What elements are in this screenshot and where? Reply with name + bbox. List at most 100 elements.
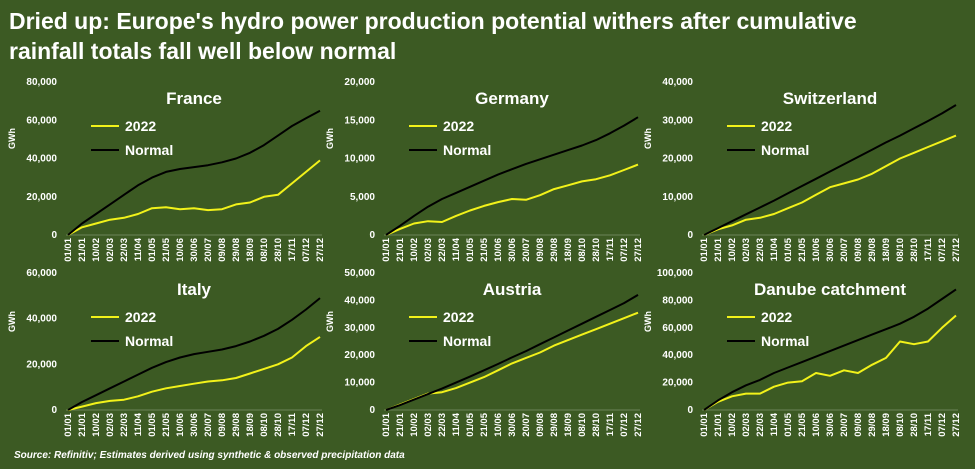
- danube-catchment-x-tick-label: 21/05: [797, 412, 808, 436]
- danube-catchment-x-tick-label: 09/08: [853, 413, 864, 437]
- switzerland-x-tick-label: 11/04: [769, 237, 780, 261]
- austria-x-tick-label: 21/05: [479, 412, 490, 436]
- danube-catchment-y-tick-label: 100,000: [657, 268, 694, 279]
- france-x-tick-label: 20/07: [203, 238, 214, 262]
- switzerland-y-axis-label: GWh: [643, 128, 653, 149]
- italy-x-tick-label: 21/01: [77, 412, 88, 436]
- germany-y-tick-label: 10,000: [344, 154, 375, 165]
- germany-chart-title: Germany: [475, 89, 549, 108]
- france-x-tick-label: 09/08: [217, 238, 228, 262]
- switzerland-x-tick-label: 21/01: [713, 237, 724, 261]
- danube-catchment-x-tick-label: 02/03: [741, 413, 752, 437]
- france-x-tick-label: 21/05: [161, 237, 172, 261]
- austria-x-tick-label: 18/09: [563, 413, 574, 437]
- italy-x-tick-label: 01/05: [147, 412, 158, 436]
- austria-legend-label-normal: Normal: [443, 333, 491, 349]
- germany-x-tick-label: 10/02: [409, 238, 420, 262]
- france-y-tick-label: 60,000: [26, 115, 57, 126]
- source-note: Source: Refinitiv; Estimates derived usi…: [14, 450, 405, 461]
- germany-x-tick-label: 08/10: [577, 238, 588, 262]
- italy-x-tick-label: 10/02: [91, 413, 102, 437]
- france-x-tick-label: 10/06: [175, 238, 186, 262]
- austria-x-tick-label: 01/01: [381, 412, 392, 436]
- austria-y-axis-label: GWh: [325, 311, 335, 332]
- switzerland-x-tick-label: 28/10: [909, 238, 920, 262]
- austria-y-tick-label: 30,000: [344, 323, 375, 334]
- danube-catchment-x-tick-label: 07/12: [937, 413, 948, 437]
- austria-y-tick-label: 40,000: [344, 295, 375, 306]
- france-x-tick-label: 22/03: [119, 238, 130, 262]
- italy-x-tick-label: 30/06: [189, 413, 200, 437]
- italy-y-tick-label: 0: [51, 405, 57, 416]
- danube-catchment-y-axis-label: GWh: [643, 311, 653, 332]
- switzerland-series-normal-line: [703, 104, 957, 236]
- germany-x-tick-label: 30/06: [507, 238, 518, 262]
- austria-y-tick-label: 20,000: [344, 350, 375, 361]
- germany-y-tick-label: 20,000: [344, 77, 375, 88]
- france-x-tick-label: 28/10: [273, 238, 284, 262]
- france-y-tick-label: 0: [51, 230, 57, 241]
- germany-series-2022-line: [385, 163, 639, 236]
- austria-x-tick-label: 22/03: [437, 413, 448, 437]
- germany-y-axis-label: GWh: [325, 128, 335, 149]
- austria-x-tick-label: 07/12: [619, 413, 630, 437]
- switzerland-x-tick-label: 10/02: [727, 238, 738, 262]
- austria-x-tick-label: 29/08: [549, 413, 560, 437]
- switzerland-x-tick-label: 09/08: [853, 238, 864, 262]
- italy-x-tick-label: 21/05: [161, 412, 172, 436]
- austria-x-tick-label: 17/11: [605, 412, 616, 436]
- austria-x-tick-label: 28/10: [591, 413, 602, 437]
- italy-x-tick-label: 10/06: [175, 413, 186, 437]
- italy-x-tick-label: 07/12: [301, 413, 312, 437]
- austria-x-tick-label: 27/12: [633, 413, 644, 437]
- austria-x-tick-label: 11/04: [451, 412, 462, 436]
- italy-y-axis-label: GWh: [7, 311, 17, 332]
- germany-x-tick-label: 10/06: [493, 238, 504, 262]
- danube-catchment-x-tick-label: 27/12: [951, 413, 962, 437]
- switzerland-x-tick-label: 18/09: [881, 238, 892, 262]
- italy-x-tick-label: 08/10: [259, 413, 270, 437]
- switzerland-x-tick-label: 17/11: [923, 237, 934, 261]
- france-x-tick-label: 08/10: [259, 238, 270, 262]
- germany-legend-label-normal: Normal: [443, 142, 491, 158]
- austria-legend-label-2022: 2022: [443, 309, 474, 325]
- france-series-normal-line: [67, 109, 321, 236]
- germany-x-tick-label: 20/07: [521, 238, 532, 262]
- switzerland-y-tick-label: 20,000: [662, 154, 693, 165]
- danube-catchment-legend-label-normal: Normal: [761, 333, 809, 349]
- italy-x-tick-label: 27/12: [315, 413, 326, 437]
- danube-catchment-x-tick-label: 22/03: [755, 413, 766, 437]
- france-x-tick-label: 01/05: [147, 237, 158, 261]
- danube-catchment-x-tick-label: 01/05: [783, 412, 794, 436]
- france-x-tick-label: 17/11: [287, 237, 298, 261]
- danube-catchment-x-tick-label: 21/01: [713, 412, 724, 436]
- germany-x-tick-label: 02/03: [423, 238, 434, 262]
- france-x-tick-label: 02/03: [105, 238, 116, 262]
- danube-catchment-x-tick-label: 01/01: [699, 412, 710, 436]
- germany-x-tick-label: 21/01: [395, 237, 406, 261]
- danube-catchment-y-tick-label: 80,000: [662, 295, 693, 306]
- italy-x-tick-label: 29/08: [231, 413, 242, 437]
- austria-y-tick-label: 50,000: [344, 268, 375, 279]
- france-x-tick-label: 07/12: [301, 238, 312, 262]
- danube-catchment-y-tick-label: 60,000: [662, 323, 693, 334]
- switzerland-x-tick-label: 07/12: [937, 238, 948, 262]
- austria-x-tick-label: 10/02: [409, 413, 420, 437]
- switzerland-x-tick-label: 02/03: [741, 238, 752, 262]
- france-x-tick-label: 10/02: [91, 238, 102, 262]
- germany-x-tick-label: 09/08: [535, 238, 546, 262]
- austria-x-tick-label: 01/05: [465, 412, 476, 436]
- austria-x-tick-label: 02/03: [423, 413, 434, 437]
- switzerland-y-tick-label: 10,000: [662, 192, 693, 203]
- italy-series-2022-line: [67, 336, 321, 411]
- italy-x-tick-label: 01/01: [63, 412, 74, 436]
- danube-catchment-y-tick-label: 0: [687, 405, 693, 416]
- italy-y-tick-label: 20,000: [26, 359, 57, 370]
- switzerland-chart-title: Switzerland: [783, 89, 877, 108]
- france-y-axis-label: GWh: [7, 128, 17, 149]
- germany-x-tick-label: 28/10: [591, 238, 602, 262]
- germany-y-tick-label: 15,000: [344, 115, 375, 126]
- switzerland-x-tick-label: 20/07: [839, 238, 850, 262]
- switzerland-series-2022-line: [703, 134, 957, 236]
- france-x-tick-label: 27/12: [315, 238, 326, 262]
